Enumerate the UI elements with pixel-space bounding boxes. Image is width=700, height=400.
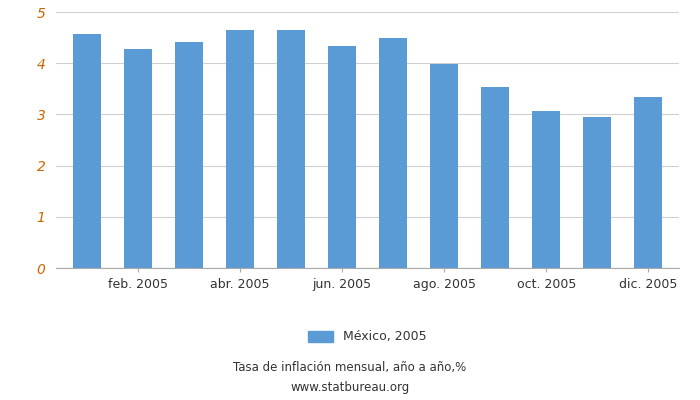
Legend: México, 2005: México, 2005	[303, 326, 432, 348]
Bar	[73, 34, 101, 268]
Bar	[430, 64, 458, 268]
Text: Tasa de inflación mensual, año a año,%
www.statbureau.org: Tasa de inflación mensual, año a año,% w…	[233, 362, 467, 394]
Bar	[634, 97, 662, 268]
Bar	[277, 30, 305, 268]
Bar	[328, 46, 356, 268]
Bar	[226, 30, 254, 268]
Bar	[481, 87, 509, 268]
Bar	[175, 42, 203, 268]
Bar	[379, 38, 407, 268]
Bar	[583, 118, 611, 268]
Bar	[532, 111, 560, 268]
Bar	[124, 49, 152, 268]
